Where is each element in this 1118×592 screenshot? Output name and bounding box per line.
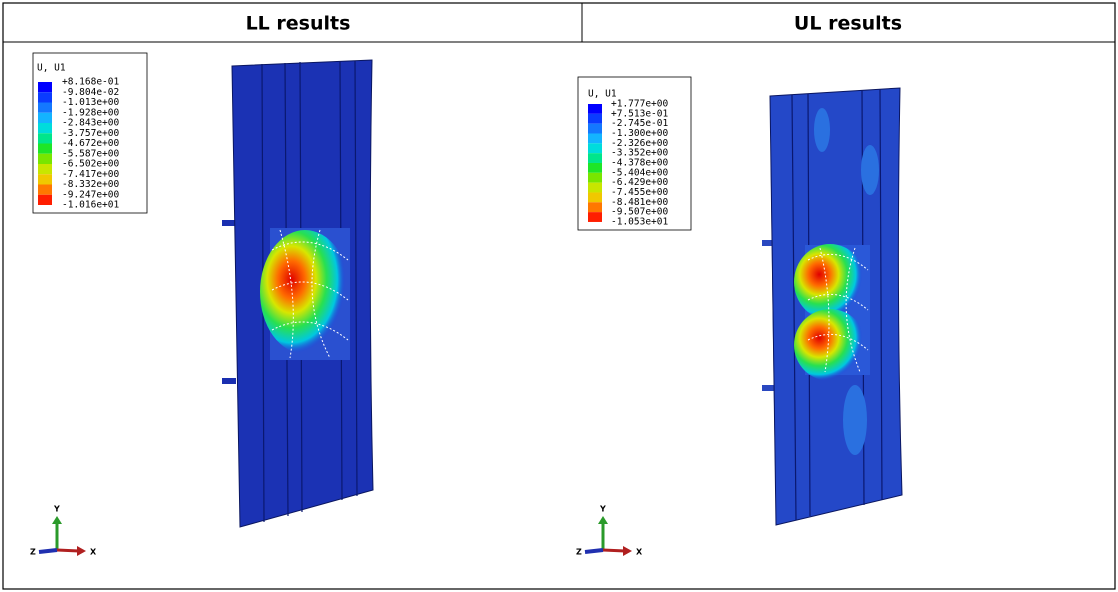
legend-value: -1.016e+01 — [62, 200, 119, 211]
axis-label: X — [90, 548, 97, 557]
axis-head — [52, 516, 62, 524]
axis-label: X — [636, 548, 643, 557]
table-border — [3, 3, 1115, 589]
legend-swatch — [38, 92, 52, 102]
header: LL results — [246, 13, 351, 35]
legend-swatch — [588, 192, 602, 202]
axis-label: Y — [53, 505, 60, 514]
legend-swatch — [38, 185, 52, 195]
axis-label: Z — [30, 548, 36, 557]
legend-swatch — [38, 82, 52, 92]
legend-swatch — [38, 154, 52, 164]
legend-swatch — [588, 183, 602, 193]
legend-swatch — [38, 113, 52, 123]
axis-head — [77, 546, 86, 556]
legend-title: U, U1 — [37, 63, 66, 74]
header: UL results — [794, 13, 902, 35]
legend-swatch — [38, 103, 52, 113]
legend-swatch — [588, 202, 602, 212]
legend-swatch — [588, 124, 602, 134]
axis-arrow — [57, 550, 79, 551]
legend-swatch — [588, 212, 602, 222]
legend-swatch — [38, 195, 52, 205]
fea-model — [222, 60, 373, 527]
legend-swatch — [588, 153, 602, 163]
legend-swatch — [38, 123, 52, 133]
legend-swatch — [588, 143, 602, 153]
axis-head — [623, 546, 632, 556]
fea-model — [762, 88, 902, 525]
axis-head — [598, 516, 608, 524]
axis-arrow — [585, 550, 603, 552]
legend-swatch — [588, 104, 602, 114]
legend-swatch — [588, 133, 602, 143]
legend-swatch — [38, 174, 52, 184]
axis-arrow — [39, 550, 57, 552]
page: LL results UL results U, U1+8.168e-01-9.… — [0, 0, 1118, 592]
legend-swatch — [38, 164, 52, 174]
legend-swatch — [588, 173, 602, 183]
legend-swatch — [38, 133, 52, 143]
legend-swatch — [588, 114, 602, 124]
axis-arrow — [603, 550, 625, 551]
axis-label: Z — [576, 548, 582, 557]
legend-swatch — [588, 163, 602, 173]
axis-label: Y — [599, 505, 606, 514]
legend-swatch — [38, 144, 52, 154]
legend-value: -1.053e+01 — [611, 216, 668, 227]
